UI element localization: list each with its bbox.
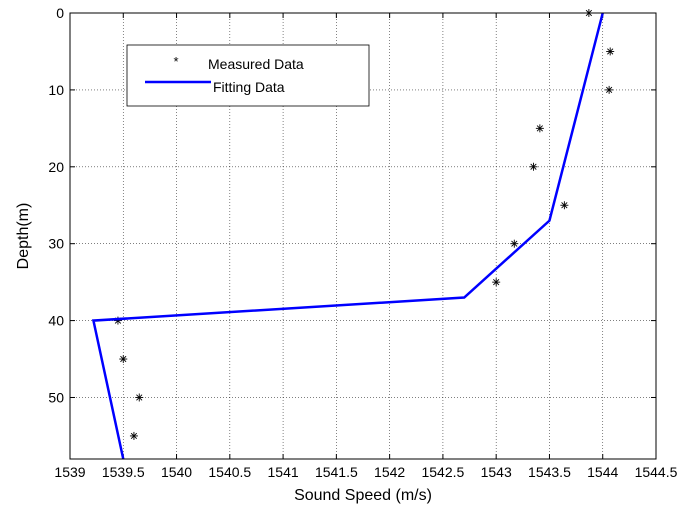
measured-data-point	[492, 278, 501, 287]
measured-data-point	[119, 355, 128, 364]
y-tick-label: 30	[48, 236, 64, 252]
x-tick-labels: 1539 1539.5 1540 1540.5 1541 1541.5 1542 1542.5…	[54, 464, 677, 480]
measured-data-point	[605, 85, 614, 94]
y-tick-label: 40	[48, 313, 64, 329]
x-axis-label: Sound Speed (m/s)	[294, 487, 432, 504]
y-tick-label: 20	[48, 159, 64, 175]
legend-marker-measured: *	[173, 54, 178, 69]
x-tick-label: 1541.5	[315, 464, 358, 480]
measured-data-point	[529, 162, 538, 171]
legend: * Measured Data Fitting Data	[126, 44, 370, 107]
tick-marks	[69, 12, 657, 459]
y-tick-label: 0	[56, 5, 64, 21]
measured-data-point	[510, 239, 519, 248]
x-tick-label: 1544	[587, 464, 618, 480]
y-tick-labels: 0 10 20 30 40 50	[48, 5, 64, 405]
x-tick-label: 1541	[268, 464, 299, 480]
y-tick-label: 10	[48, 82, 64, 98]
y-tick-label: 50	[48, 389, 64, 405]
x-tick-label: 1543.5	[528, 464, 571, 480]
legend-box	[126, 44, 370, 107]
measured-data-point	[560, 201, 569, 210]
legend-label-fitting: Fitting Data	[213, 79, 285, 95]
x-tick-label: 1539	[54, 464, 85, 480]
legend-label-measured: Measured Data	[208, 56, 304, 72]
x-tick-label: 1539.5	[102, 464, 145, 480]
x-tick-label: 1540	[161, 464, 192, 480]
measured-data-point	[129, 431, 138, 440]
measured-data-point	[535, 124, 544, 133]
grid-lines	[70, 13, 656, 459]
plot-frame	[69, 12, 657, 460]
x-tick-label: 1540.5	[208, 464, 251, 480]
fitting-data-line	[91, 12, 604, 460]
x-tick-label: 1543	[481, 464, 512, 480]
measured-data-point	[135, 393, 144, 402]
y-axis-label: Depth(m)	[15, 203, 32, 270]
x-tick-label: 1544.5	[635, 464, 678, 480]
measured-data-point	[606, 47, 615, 56]
x-tick-label: 1542	[374, 464, 405, 480]
x-tick-label: 1542.5	[421, 464, 464, 480]
